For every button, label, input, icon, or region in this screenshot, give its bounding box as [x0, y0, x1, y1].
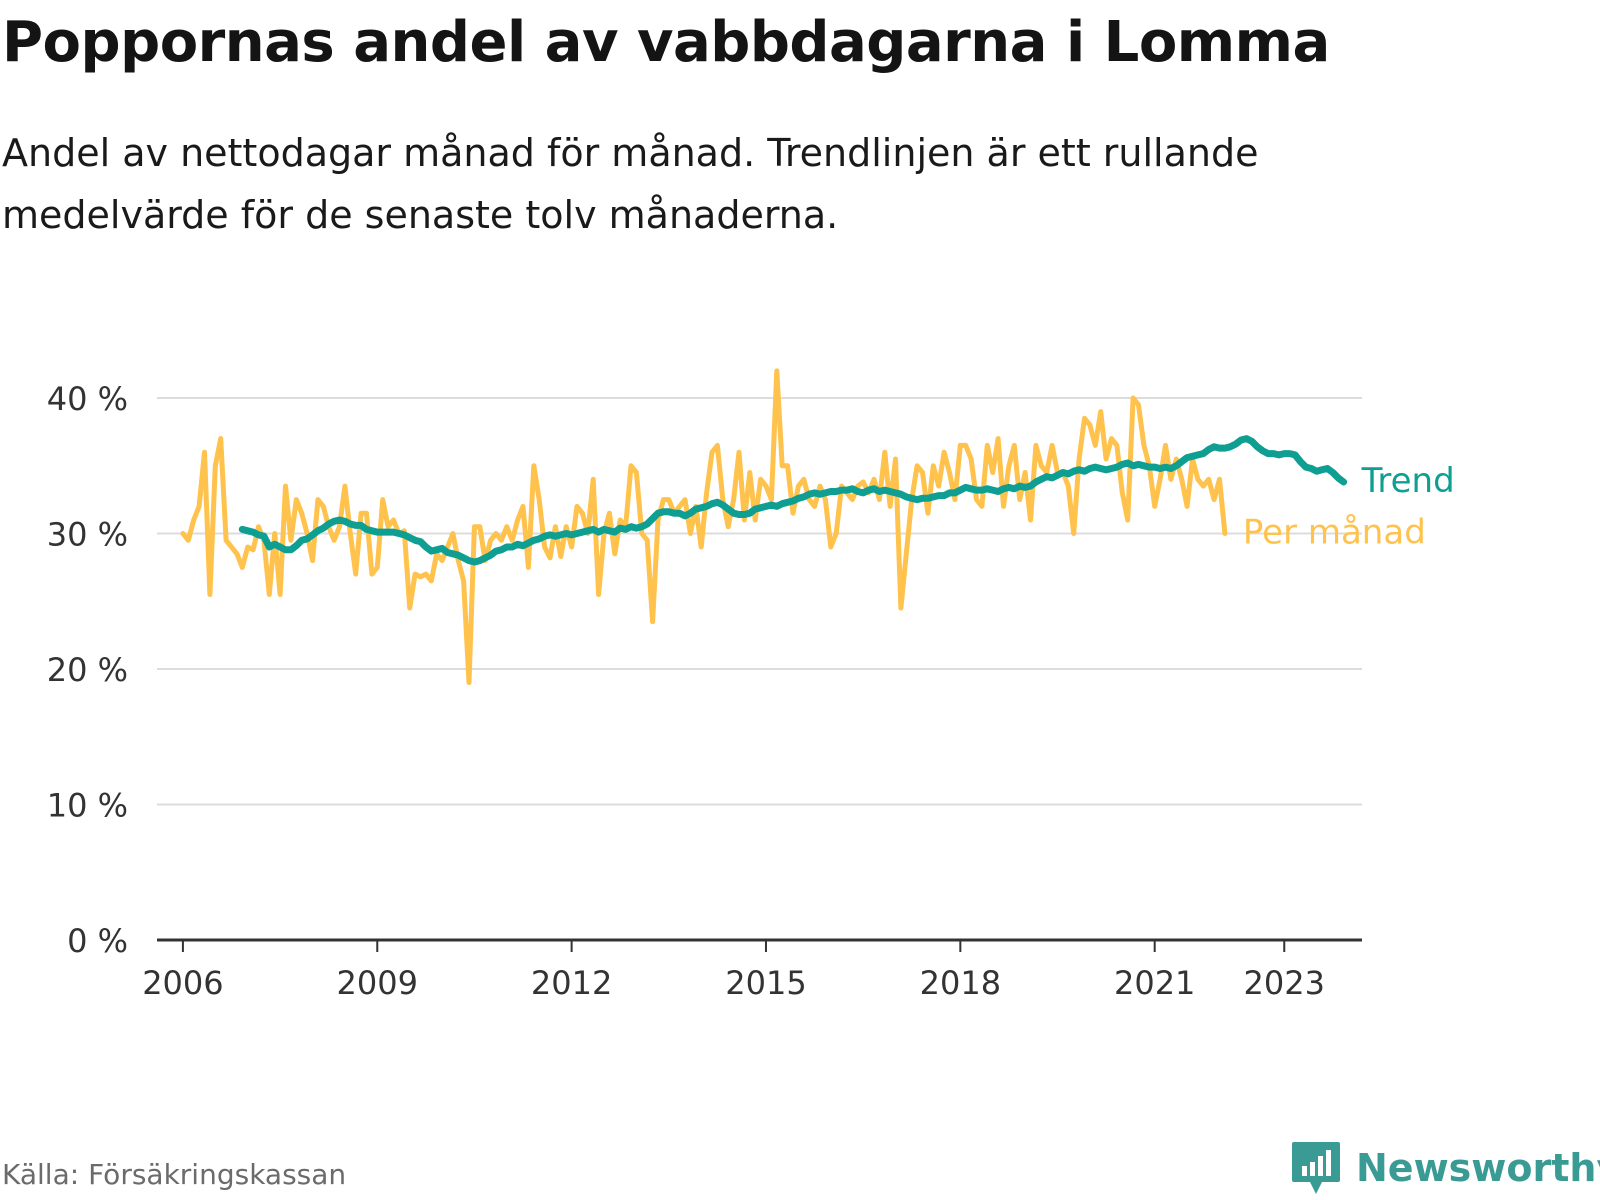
y-tick-label: 10 %	[47, 787, 128, 825]
chart-subtitle: Andel av nettodagar månad för månad. Tre…	[2, 131, 1259, 237]
brand-logo: Newsworthy	[1290, 1140, 1600, 1196]
series-label-trend: Trend	[1361, 461, 1455, 501]
series	[180, 368, 1348, 685]
x-tick-label: 2012	[531, 964, 612, 1002]
series-line-trend	[238, 435, 1348, 566]
source-note: Källa: Försäkringskassan	[2, 1158, 347, 1191]
series-line-per-manad	[180, 368, 1228, 685]
x-tick-label: 2009	[337, 964, 418, 1002]
x-tick-label: 2015	[725, 964, 806, 1002]
y-tick-label: 30 %	[47, 516, 128, 554]
x-tick-label: 2023	[1244, 964, 1325, 1002]
series-labels: Trend Per månad	[1243, 461, 1455, 552]
bar-chart-speech-bubble-icon	[1292, 1142, 1340, 1194]
x-tick-label: 2006	[142, 964, 223, 1002]
series-label-per-manad: Per månad	[1243, 513, 1426, 553]
y-tick-label: 20 %	[47, 651, 128, 689]
y-tick-label: 0 %	[67, 922, 128, 960]
x-tick-label: 2021	[1114, 964, 1195, 1002]
axes: 0 % 10 % 20 % 30 % 40 % 2006 2009 2012 2015 2018 2…	[47, 380, 1362, 1002]
x-tick-label: 2018	[920, 964, 1001, 1002]
y-tick-label: 40 %	[47, 380, 128, 418]
chart-title: Poppornas andel av vabbdagarna i Lomma	[2, 10, 1330, 75]
brand-name: Newsworthy	[1356, 1146, 1600, 1190]
